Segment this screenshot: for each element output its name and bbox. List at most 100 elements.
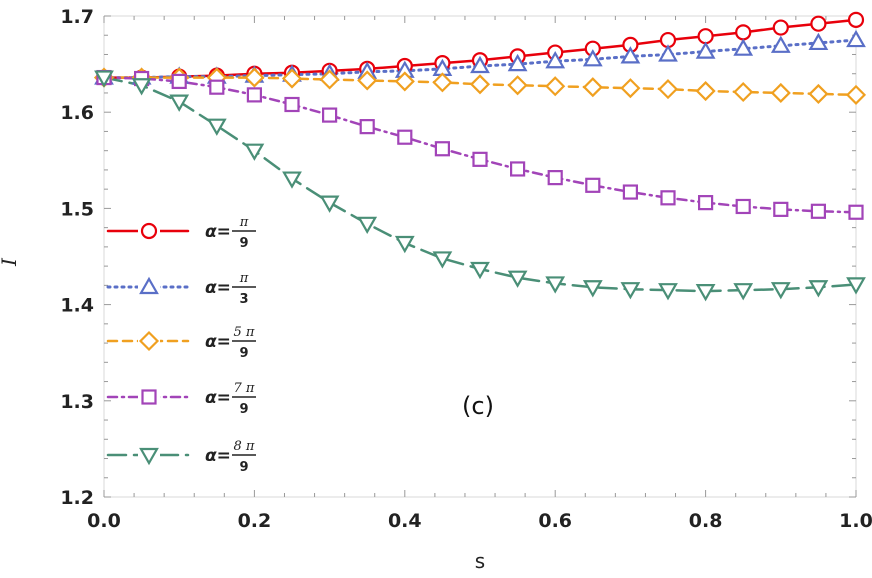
y-tick-label: 1.3 [60,391,94,413]
legend-numerator: 5 π [234,325,255,340]
data-point [169,94,190,112]
legend-numerator: π [239,215,249,230]
data-point [472,151,488,167]
x-tick-label: 0.2 [238,510,272,532]
legend-denominator: 9 [239,236,248,251]
data-point [244,67,265,88]
data-point [735,24,752,41]
data-point [808,32,829,51]
data-point [733,81,754,103]
data-point [547,170,563,186]
series-markers-4 [96,69,864,220]
data-point [772,19,789,36]
data-point [359,119,375,135]
data-point [507,53,528,72]
legend-alpha: α= [205,446,231,466]
data-point [394,235,415,254]
data-point [284,96,300,113]
legend-marker [138,330,160,352]
data-point [319,69,340,90]
data-point [810,203,827,219]
data-point [357,70,378,91]
legend-marker [139,276,159,295]
data-point [131,78,152,96]
y-tick-label: 1.4 [60,295,94,317]
data-point [658,283,678,301]
data-point [697,195,714,211]
data-point [209,79,225,95]
data-point [434,141,450,157]
x-tick-label: 0.8 [689,510,723,532]
data-point [507,75,528,96]
data-point [773,201,789,217]
legend-marker [141,389,157,405]
legend-denominator: 3 [239,292,248,307]
data-point [770,82,791,104]
data-point [582,280,603,298]
y-tick-label: 1.7 [60,6,94,28]
legend-denominator: 9 [239,402,248,417]
x-tick-label: 0.6 [538,510,572,532]
legend-denominator: 9 [239,460,248,475]
data-point [545,50,566,69]
legend-numerator: 8 π [234,439,255,454]
data-point [432,251,453,269]
series-line [102,76,858,293]
data-point [432,72,453,93]
data-point [394,71,415,92]
legend-alpha: α= [205,222,231,242]
data-point [733,38,754,56]
legend-denominator: 9 [239,346,248,361]
panel-annotation: (c) [462,392,494,420]
data-point [770,35,791,53]
series-line [102,38,858,80]
data-point [658,44,678,62]
y-tick-label: 1.6 [60,102,94,124]
data-point [281,68,303,89]
data-point [733,283,754,301]
data-point [620,78,641,99]
legend-alpha: α= [205,388,231,408]
legend-marker [139,447,159,466]
data-point [469,74,491,95]
data-point [545,276,566,294]
x-tick-label: 0.0 [87,510,121,532]
tick-labels: 0.0 0.2 0.4 0.6 0.8 1.0 1.2 1.3 1.4 1.5 1.6 1.7 [60,6,872,532]
data-point [808,280,829,298]
data-point [397,129,413,145]
data-point [582,77,603,98]
data-point [585,177,601,193]
legend-entry-1: α= π 9 [106,215,256,251]
legend: α= π9α= π3α= 5 π9α= 7 π9α= 8 π9 [106,215,256,475]
series-layer [93,11,867,302]
series-markers-5 [94,70,866,302]
data-point [244,143,265,161]
data-point [507,270,528,288]
legend-entry-5: α= 8 π 9 [106,439,256,475]
data-point [808,83,829,104]
data-point [848,204,864,220]
data-point [846,29,866,48]
y-tick-label: 1.5 [60,198,94,220]
data-point [282,171,302,189]
legend-alpha: α= [205,332,231,352]
legend-numerator: π [239,271,249,286]
data-point [470,55,490,74]
y-tick-label: 1.2 [60,487,94,509]
data-point [357,216,378,235]
data-point [319,195,340,213]
data-point [847,11,865,28]
legend-entry-2: α= π 3 [106,271,256,307]
x-tick-label: 1.0 [839,510,872,532]
data-point [810,15,827,32]
legend-entry-3: α= 5 π 9 [106,325,256,361]
series-5 [102,76,858,293]
data-point [735,198,751,215]
data-point [695,41,716,59]
data-point [206,118,227,136]
data-point [246,87,262,103]
x-tick-label: 0.4 [388,510,422,532]
data-point [695,80,716,102]
series-2 [102,38,858,80]
data-point [657,79,679,100]
